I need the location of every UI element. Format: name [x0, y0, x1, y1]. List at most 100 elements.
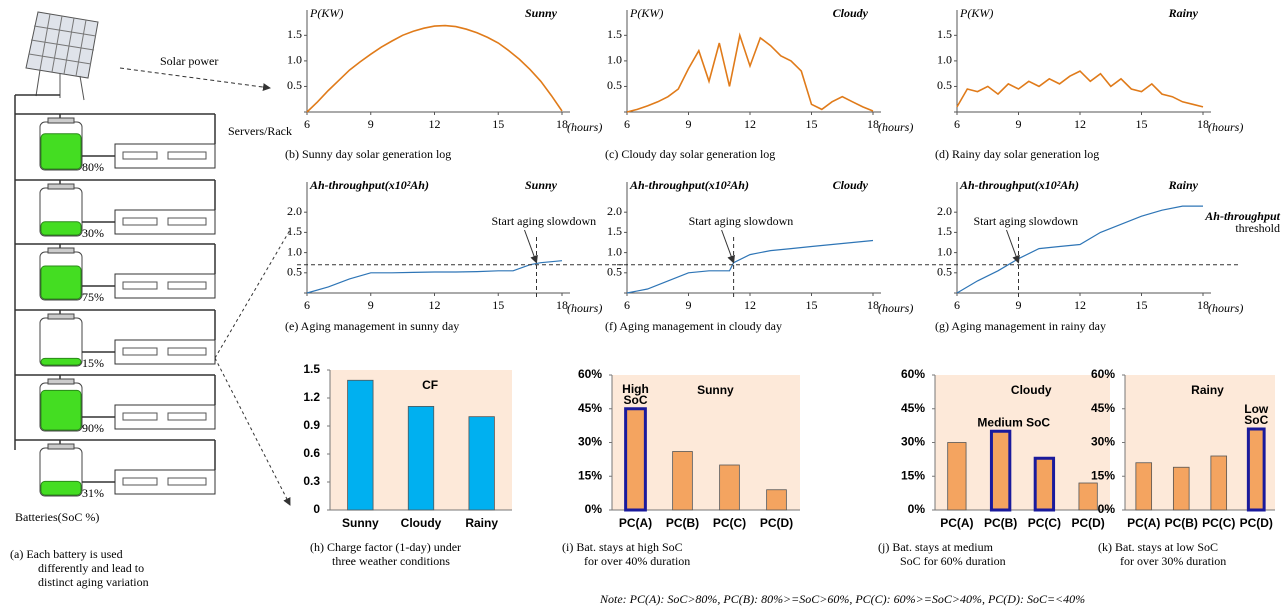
- caption: (e) Aging management in sunny day: [285, 319, 459, 333]
- server-slot: [167, 347, 207, 356]
- x-tick-label: 15: [1136, 117, 1148, 131]
- x-tick-label: PC(B): [666, 516, 699, 530]
- x-tick-label: 12: [744, 117, 756, 131]
- chart-title: Rainy: [1168, 178, 1199, 192]
- caption: (h) Charge factor (1-day) under: [310, 540, 461, 554]
- server: [114, 273, 216, 299]
- x-tick-label: PC(D): [1071, 516, 1104, 530]
- solar-panel: [25, 11, 99, 101]
- y-tick-label: 1.5: [607, 27, 622, 41]
- y-axis-label: P(KW): [959, 6, 993, 20]
- chart-title: CF: [422, 378, 438, 392]
- x-tick-label: 6: [954, 117, 960, 131]
- server: [114, 469, 216, 495]
- x-tick-label: 12: [1074, 117, 1086, 131]
- server: [114, 339, 216, 365]
- y-tick-label: 0%: [1098, 502, 1116, 516]
- x-tick-label: PC(B): [1165, 516, 1198, 530]
- x-tick-label: PC(C): [1202, 516, 1235, 530]
- battery-cap: [47, 183, 75, 190]
- x-tick-label: 15: [1136, 298, 1148, 312]
- bar: [672, 451, 693, 511]
- caption: (c) Cloudy day solar generation log: [605, 147, 775, 161]
- battery-cap: [47, 117, 75, 124]
- soc-label: 30%: [82, 226, 104, 240]
- y-axis-label: P(KW): [629, 6, 663, 20]
- y-tick-label: 1.0: [937, 53, 952, 67]
- bar: [624, 407, 647, 512]
- battery-fill: [40, 133, 82, 170]
- y-axis-label: Ah-throughput(x10²Ah): [629, 178, 749, 192]
- y-tick-label: 1.0: [287, 244, 302, 258]
- x-tick-label: PC(D): [1240, 516, 1273, 530]
- server-slot: [122, 477, 158, 486]
- x-tick-label: 15: [806, 298, 818, 312]
- x-tick-label: PC(A): [1127, 516, 1160, 530]
- bar-chart: 0% 15% 30% 45% 60% PC(A) PC(B) PC(C) PC(D) Sunny H…: [562, 367, 800, 568]
- zoom-lines: [214, 229, 290, 505]
- annotation: Start aging slowdown: [689, 214, 794, 228]
- note: Note: PC(A): SoC>80%, PC(B): 80%>=SoC>60…: [599, 592, 1085, 606]
- x-axis-label: (hours): [1208, 301, 1243, 315]
- line-chart: 6 9 12 15 18 0.5 1.0 1.5 P(KW) Sunny (hours) (b) Su…: [285, 6, 602, 161]
- battery-fill: [40, 389, 82, 431]
- battery-cap: [47, 247, 75, 254]
- annotation-arrow: [524, 229, 538, 264]
- server: [114, 143, 216, 169]
- x-tick-label: 18: [867, 117, 879, 131]
- y-tick-label: 15%: [1091, 468, 1115, 482]
- battery-cap: [47, 443, 75, 450]
- battery-fill: [40, 265, 82, 300]
- bar: [468, 416, 495, 511]
- soc-label: 15%: [82, 356, 104, 370]
- x-tick-label: 15: [492, 117, 504, 131]
- bar: [1210, 455, 1228, 511]
- servers-label: Servers/Rack: [228, 124, 292, 138]
- soc-label: 75%: [82, 290, 104, 304]
- x-tick-label: 6: [624, 117, 630, 131]
- y-tick-label: 60%: [901, 367, 925, 381]
- server-slot: [167, 151, 207, 160]
- x-tick-label: PC(C): [1028, 516, 1061, 530]
- chart-title: Cloudy: [833, 6, 869, 20]
- x-tick-label: 12: [429, 117, 441, 131]
- y-axis-label: P(KW): [309, 6, 343, 20]
- threshold-label: Ah-throughput: [1204, 209, 1280, 223]
- data-line: [306, 24, 563, 113]
- annotation-arrow: [721, 229, 735, 264]
- x-tick-label: PC(C): [713, 516, 746, 530]
- annotation: High: [622, 382, 649, 396]
- data-line: [626, 239, 874, 294]
- y-tick-label: 30%: [1091, 435, 1115, 449]
- x-tick-label: 18: [867, 298, 879, 312]
- server: [114, 404, 216, 430]
- y-tick-label: 45%: [578, 401, 602, 415]
- chart-title: Rainy: [1191, 383, 1224, 397]
- x-tick-label: 18: [556, 117, 568, 131]
- bar-chart: 0 0.3 0.6 0.9 1.2 1.5 Sunny Cloudy Rainy CF (h) Ch…: [303, 362, 512, 568]
- y-tick-label: 15%: [901, 468, 925, 482]
- x-tick-label: 9: [368, 117, 374, 131]
- y-axis-label: Ah-throughput(x10²Ah): [959, 178, 1079, 192]
- bar: [1033, 456, 1056, 512]
- y-tick-label: 1.5: [607, 224, 622, 238]
- x-tick-label: 15: [492, 298, 504, 312]
- x-axis-label: (hours): [878, 120, 913, 134]
- x-axis-label: (hours): [567, 120, 602, 134]
- x-tick-label: 12: [1074, 298, 1086, 312]
- y-tick-label: 1.0: [287, 53, 302, 67]
- y-tick-label: 30%: [578, 435, 602, 449]
- y-tick-label: 1.0: [607, 53, 622, 67]
- y-tick-label: 30%: [901, 435, 925, 449]
- bar: [1078, 482, 1098, 511]
- x-tick-label: 6: [954, 298, 960, 312]
- caption: (d) Rainy day solar generation log: [935, 147, 1099, 161]
- caption: SoC for 60% duration: [900, 554, 1006, 568]
- line-chart: 6 9 12 15 18 0.5 1.0 1.5 P(KW) Cloudy (hours) (c) C…: [605, 6, 913, 161]
- chart-title: Sunny: [697, 383, 734, 397]
- caption: (k) Bat. stays at low SoC: [1098, 540, 1218, 554]
- y-tick-label: 2.0: [287, 204, 302, 218]
- battery-fill: [40, 357, 82, 366]
- x-tick-label: 9: [686, 117, 692, 131]
